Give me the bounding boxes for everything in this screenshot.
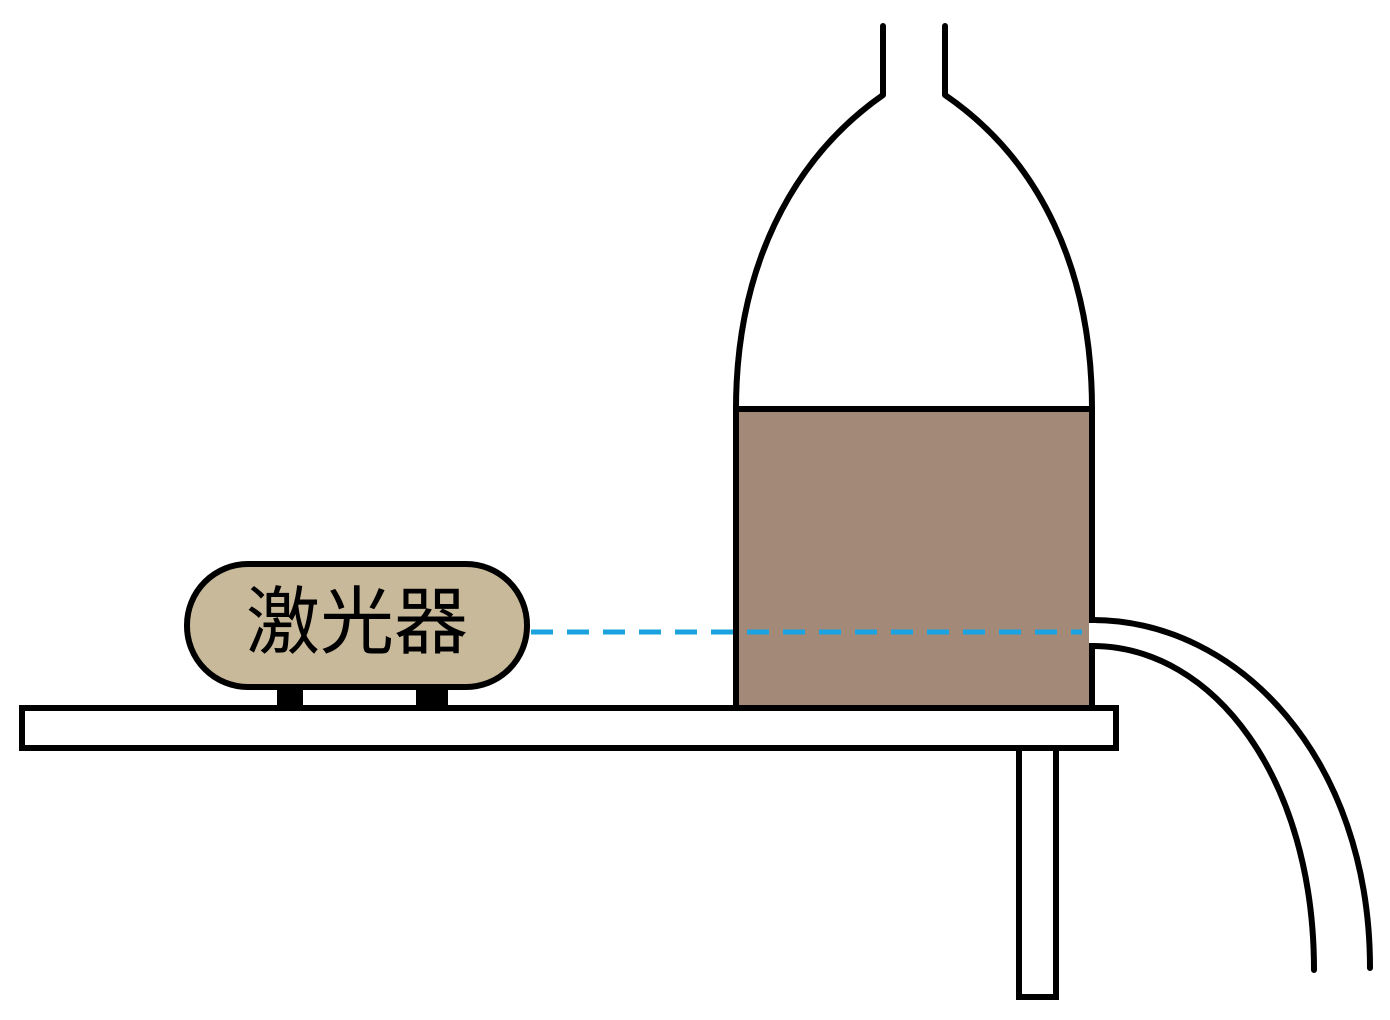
water-jet-inner	[1089, 643, 1317, 973]
bottle-water	[733, 406, 1095, 711]
table-leg	[1016, 745, 1059, 1000]
laser-label: 激光器	[246, 579, 468, 665]
table-top	[19, 705, 1119, 751]
water-jet-outer	[1089, 617, 1373, 971]
bottle-upper-outline	[733, 23, 1095, 412]
outlet-hole	[1089, 623, 1096, 643]
laser-body	[184, 561, 530, 690]
